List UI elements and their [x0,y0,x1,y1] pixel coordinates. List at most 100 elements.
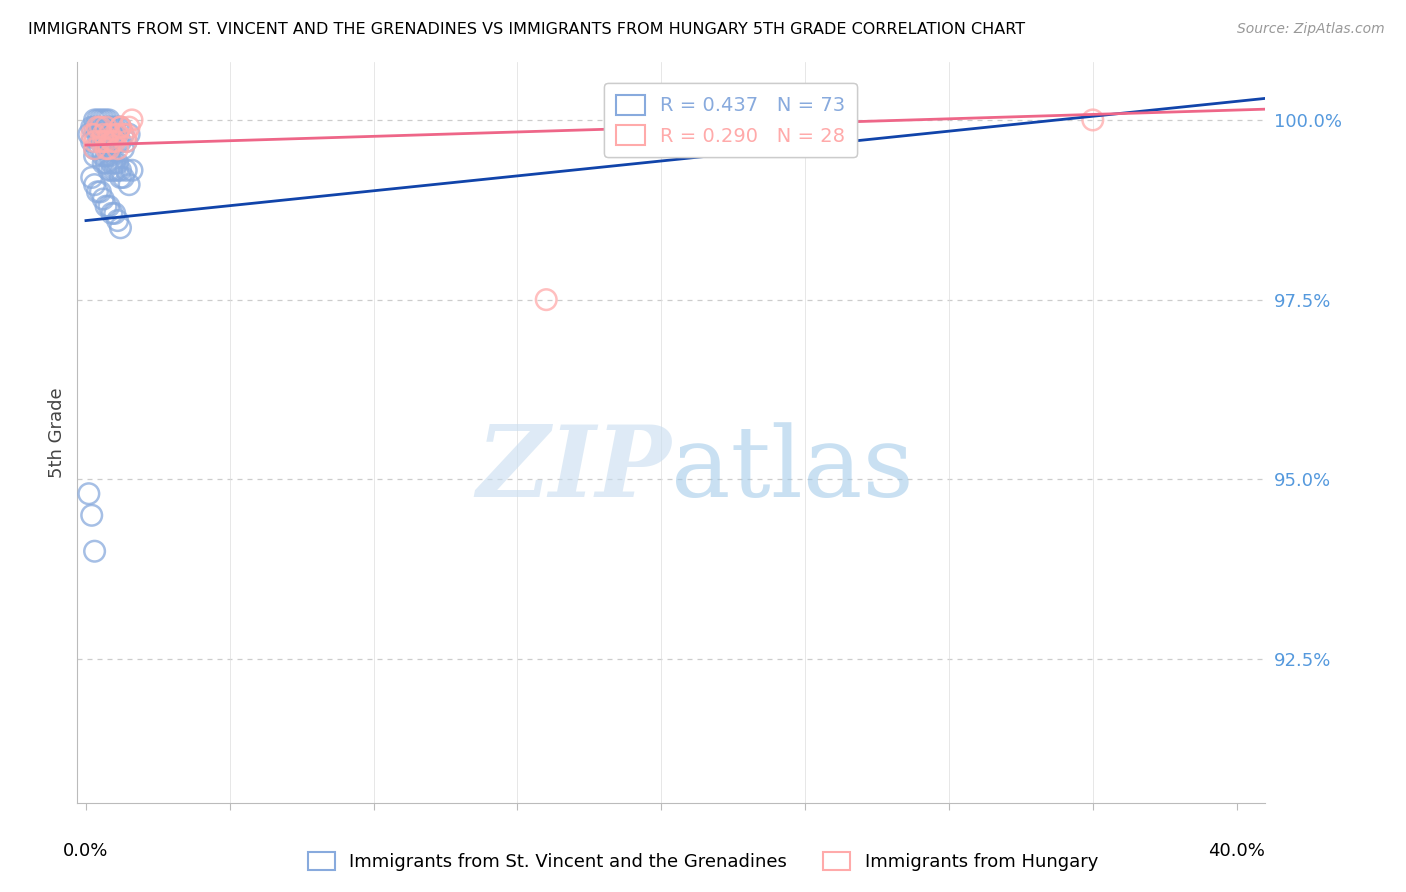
Text: atlas: atlas [672,422,914,517]
Point [94,135,117,149]
Point [91,156,114,170]
Legend: Immigrants from St. Vincent and the Grenadines, Immigrants from Hungary: Immigrants from St. Vincent and the Gren… [301,845,1105,879]
Point [104,128,127,142]
Point [110,120,132,135]
Point [83,135,105,149]
Point [83,112,105,127]
Text: ZIP: ZIP [477,421,672,518]
Point [104,163,127,178]
Point [83,149,105,163]
Point [98,163,121,178]
Point [91,112,114,127]
Point [98,199,121,213]
Point [1081,112,1104,127]
Point [86,112,108,127]
Point [112,128,135,142]
Point [89,112,111,127]
Point [110,120,132,135]
Point [94,156,117,170]
Point [112,142,135,156]
Point [89,120,111,135]
Point [107,128,129,142]
Point [94,135,117,149]
Point [80,170,103,185]
Point [80,508,103,523]
Point [89,135,111,149]
Point [94,120,117,135]
Point [115,128,138,142]
Point [89,128,111,142]
Point [110,135,132,149]
Point [89,120,111,135]
Point [101,135,124,149]
Text: 0.0%: 0.0% [63,842,108,860]
Point [86,185,108,199]
Point [98,112,121,127]
Point [101,156,124,170]
Point [112,128,135,142]
Point [107,120,129,135]
Point [91,135,114,149]
Text: 40.0%: 40.0% [1208,842,1265,860]
Point [91,149,114,163]
Point [77,128,100,142]
Point [110,220,132,235]
Point [115,135,138,149]
Point [94,199,117,213]
Point [118,128,141,142]
Point [83,544,105,558]
Text: Source: ZipAtlas.com: Source: ZipAtlas.com [1237,22,1385,37]
Y-axis label: 5th Grade: 5th Grade [48,387,66,478]
Point [98,142,121,156]
Point [118,178,141,192]
Point [115,163,138,178]
Point [534,293,557,307]
Point [77,486,100,500]
Point [112,170,135,185]
Point [94,128,117,142]
Point [107,163,129,178]
Point [107,142,129,156]
Point [83,178,105,192]
Point [104,135,127,149]
Point [94,112,117,127]
Point [89,142,111,156]
Point [94,120,117,135]
Point [86,142,108,156]
Point [121,163,143,178]
Point [86,120,108,135]
Legend: R = 0.437   N = 73, R = 0.290   N = 28: R = 0.437 N = 73, R = 0.290 N = 28 [603,83,858,157]
Point [107,213,129,227]
Point [94,149,117,163]
Point [91,192,114,206]
Point [91,128,114,142]
Point [80,120,103,135]
Point [101,206,124,220]
Point [101,128,124,142]
Point [118,120,141,135]
Point [86,128,108,142]
Point [101,135,124,149]
Point [98,135,121,149]
Point [107,156,129,170]
Point [101,120,124,135]
Point [91,120,114,135]
Point [98,128,121,142]
Text: IMMIGRANTS FROM ST. VINCENT AND THE GRENADINES VS IMMIGRANTS FROM HUNGARY 5TH GR: IMMIGRANTS FROM ST. VINCENT AND THE GREN… [28,22,1025,37]
Point [83,142,105,156]
Point [101,163,124,178]
Point [104,128,127,142]
Point [80,135,103,149]
Point [104,156,127,170]
Point [91,135,114,149]
Point [107,135,129,149]
Point [115,135,138,149]
Point [104,120,127,135]
Point [91,128,114,142]
Point [104,135,127,149]
Point [89,185,111,199]
Point [110,170,132,185]
Point [80,128,103,142]
Point [110,163,132,178]
Point [98,120,121,135]
